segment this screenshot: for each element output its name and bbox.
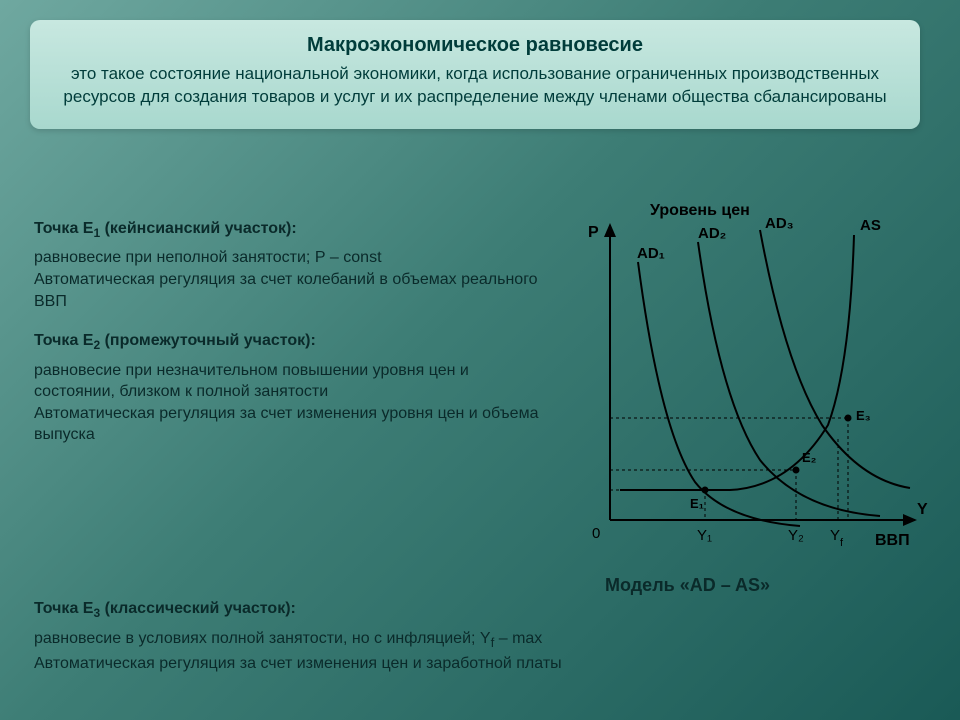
- left-text-column: Точка Е1 (кейнсианский участок): равнове…: [34, 218, 554, 464]
- svg-text:Е₂: Е₂: [802, 450, 817, 465]
- header-desc: это такое состояние национальной экономи…: [52, 63, 898, 109]
- e2-prefix: Точка Е: [34, 332, 93, 349]
- svg-text:AD₂: AD₂: [698, 225, 726, 242]
- e3-line1: равновесие в условиях полной занятости, …: [34, 628, 914, 653]
- svg-text:Е₁: Е₁: [690, 496, 704, 511]
- section-e2-head: Точка Е2 (промежуточный участок):: [34, 330, 554, 353]
- svg-text:AS: AS: [860, 217, 881, 234]
- e3-prefix: Точка Е: [34, 600, 93, 617]
- svg-text:Y₁: Y₁: [697, 527, 712, 544]
- svg-text:Y: Y: [917, 501, 928, 518]
- svg-text:ВВП: ВВП: [875, 532, 910, 549]
- e2-line1: равновесие при незначительном повышении …: [34, 360, 554, 403]
- e3-line2: Автоматическая регуляция за счет изменен…: [34, 653, 914, 675]
- section-e2: Точка Е2 (промежуточный участок): равнов…: [34, 330, 554, 446]
- e3-l1b: – max: [494, 630, 542, 647]
- svg-text:Yf: Yf: [830, 527, 844, 549]
- e3-l1a: равновесие в условиях полной занятости, …: [34, 630, 491, 647]
- e1-suffix: (кейнсианский участок):: [100, 220, 297, 237]
- section-e3-head: Точка Е3 (классический участок):: [34, 598, 914, 622]
- e1-line2: Автоматическая регуляция за счет колебан…: [34, 269, 554, 312]
- e1-line1: равновесие при неполной занятости; Р – c…: [34, 247, 554, 269]
- e1-prefix: Точка Е: [34, 220, 93, 237]
- e2-suffix: (промежуточный участок):: [100, 332, 316, 349]
- svg-text:Y₂: Y₂: [788, 527, 804, 544]
- model-label: Модель «AD – AS»: [605, 575, 770, 596]
- svg-text:Уровень цен: Уровень цен: [650, 202, 750, 219]
- e3-suffix: (классический участок):: [100, 600, 296, 617]
- svg-text:0: 0: [592, 525, 600, 542]
- section-e1: Точка Е1 (кейнсианский участок): равнове…: [34, 218, 554, 312]
- header-title: Макроэкономическое равновесие: [52, 34, 898, 57]
- svg-text:Е₃: Е₃: [856, 408, 871, 423]
- svg-text:AD₁: AD₁: [637, 245, 665, 262]
- section-e3: Точка Е3 (классический участок): равнове…: [34, 598, 914, 675]
- e2-line2: Автоматическая регуляция за счет изменен…: [34, 403, 554, 446]
- svg-text:AD₃: AD₃: [765, 215, 794, 232]
- svg-text:Р: Р: [588, 224, 599, 241]
- adas-svg: Р Y 0 ВВП Уровень цен AD₁ AD₂ AD₃ AS Е₁ Е₂ Е₃ Y₁ Y₂ Yf: [560, 200, 940, 570]
- header-box: Макроэкономическое равновесие это такое …: [30, 20, 920, 129]
- adas-chart: Р Y 0 ВВП Уровень цен AD₁ AD₂ AD₃ AS Е₁ Е₂ Е₃ Y₁ Y₂ Yf: [560, 200, 940, 590]
- section-e1-head: Точка Е1 (кейнсианский участок):: [34, 218, 554, 241]
